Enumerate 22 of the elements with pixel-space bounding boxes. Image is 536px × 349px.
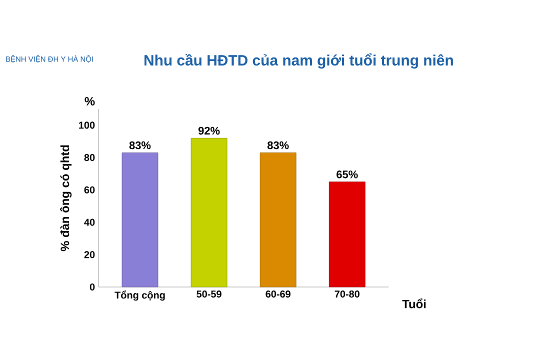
data-label: 92%	[198, 126, 220, 135]
y-tick-label: 20	[84, 251, 95, 258]
x-tick-label: 60-69	[266, 290, 290, 298]
y-tick-label: 60	[84, 186, 95, 194]
data-label: 65%	[336, 170, 358, 178]
y-tick-label: 80	[84, 154, 95, 162]
bar	[122, 152, 158, 288]
x-tick-label: 70-80	[334, 290, 360, 298]
data-label: 83%	[267, 141, 289, 150]
x-tick-label: Tổng cộng	[114, 290, 165, 301]
bar	[328, 182, 366, 288]
data-label: 83%	[129, 141, 151, 150]
chart-title: Nhu cầu HĐTD của nam giới tuổi trung niên	[144, 53, 453, 69]
y-axis-title: % đàn ông có qhtd	[60, 145, 72, 252]
bar	[260, 152, 296, 288]
x-tick-label: 50-59	[196, 290, 222, 298]
y-tick-label: 40	[84, 218, 95, 226]
bar	[190, 138, 228, 288]
y-tick-label: 0	[90, 283, 95, 291]
x-axis-title: Tuổi	[402, 298, 426, 308]
text: %	[84, 97, 95, 106]
y-tick-label: 100	[79, 122, 95, 129]
